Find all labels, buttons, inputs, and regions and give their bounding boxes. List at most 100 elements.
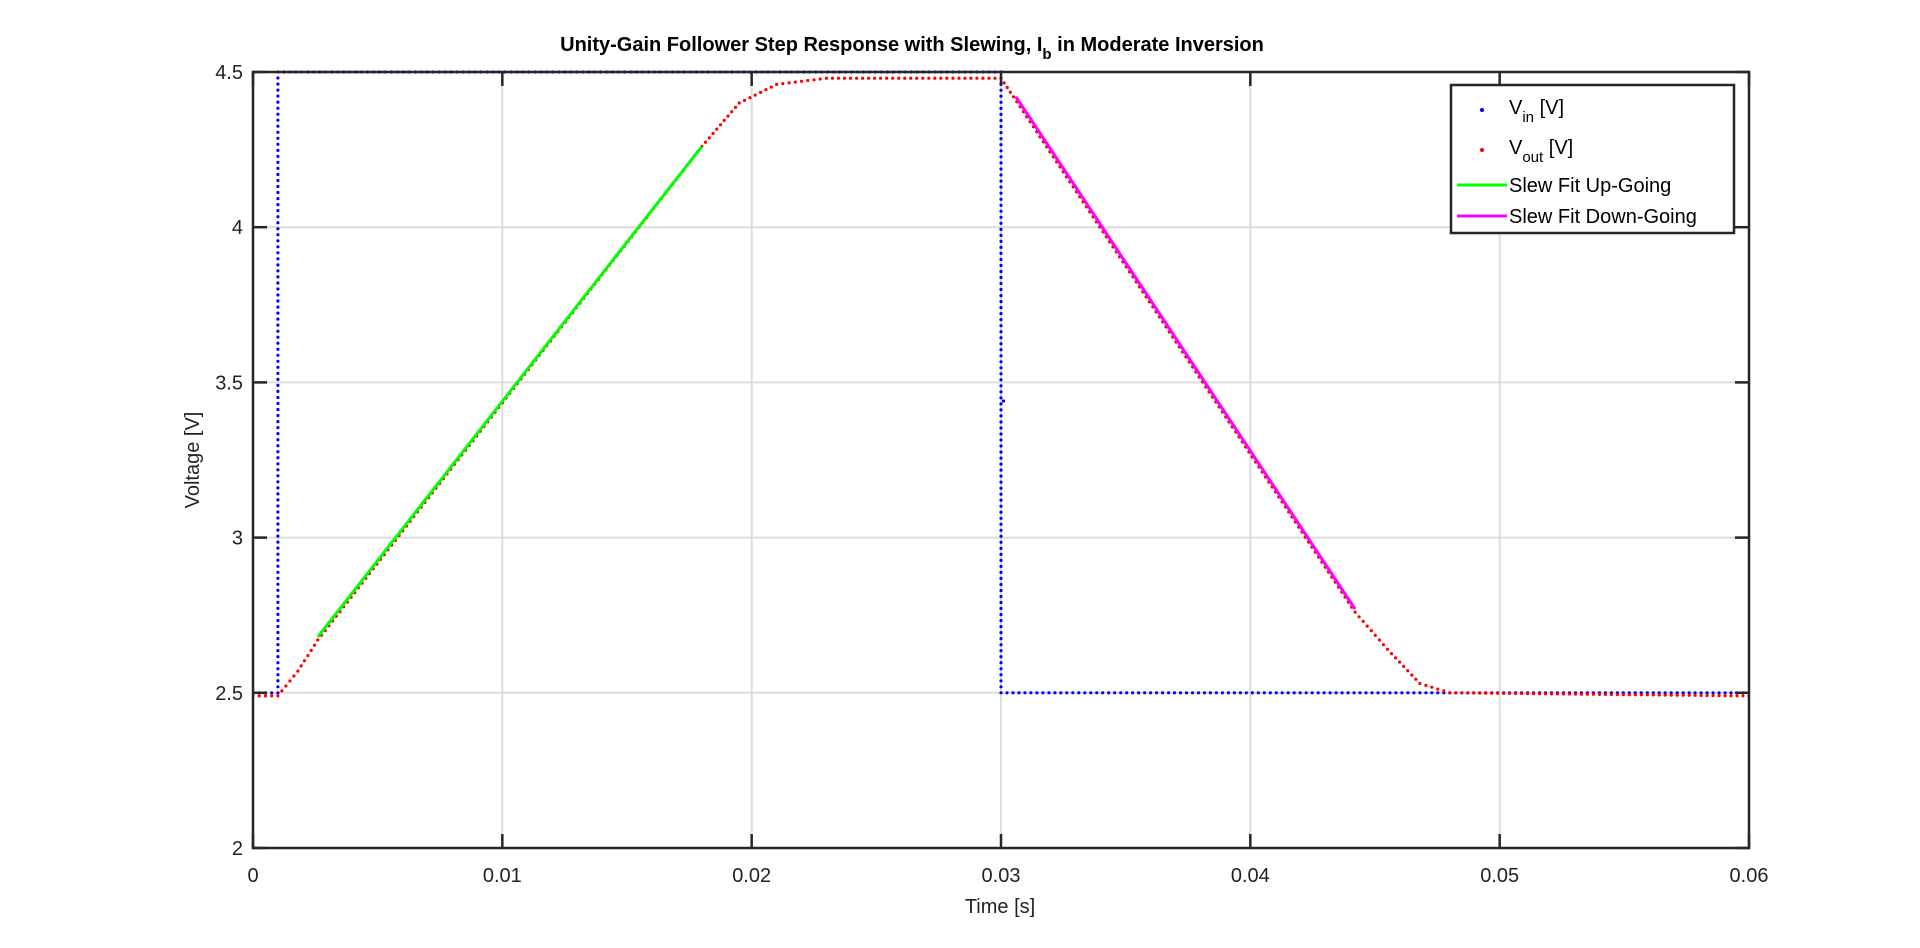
data-point (1310, 691, 1314, 695)
data-point (999, 546, 1003, 551)
data-point (939, 76, 943, 80)
data-point (999, 570, 1003, 575)
data-point (276, 432, 280, 436)
data-point (999, 348, 1003, 352)
chart-title-main: Unity-Gain Follower Step Response with S… (560, 34, 1042, 56)
data-point (276, 450, 280, 454)
data-point (276, 456, 280, 460)
data-point (1268, 691, 1272, 695)
data-point (288, 679, 292, 683)
data-point (999, 474, 1003, 478)
y-tick-label: 4 (232, 217, 243, 239)
data-point (1705, 691, 1709, 695)
data-point (276, 564, 280, 568)
data-point (276, 480, 280, 484)
x-tick-label: 0.03 (982, 865, 1021, 887)
data-point (945, 76, 949, 80)
data-point (276, 606, 280, 611)
data-point (276, 468, 280, 472)
y-tick-label: 4.5 (215, 62, 243, 84)
data-point (836, 76, 841, 80)
data-point (276, 148, 280, 152)
data-point (1369, 629, 1373, 633)
data-point (1657, 693, 1661, 697)
legend-marker (1480, 108, 1484, 112)
series-slew-fit-down-going (1014, 96, 1357, 610)
data-point (1328, 691, 1332, 695)
data-point (1232, 691, 1236, 695)
data-point (1377, 638, 1381, 642)
data-point (1669, 693, 1673, 697)
data-point (999, 408, 1003, 412)
legend-label-base: Slew Fit Down-Going (1509, 206, 1697, 228)
data-point (1508, 691, 1512, 696)
data-point (1370, 691, 1374, 695)
data-point (276, 353, 280, 357)
data-point (999, 444, 1003, 448)
data-point (1149, 691, 1153, 695)
data-point (999, 655, 1003, 659)
data-point (999, 643, 1003, 647)
data-point (1125, 691, 1129, 695)
data-point (302, 659, 307, 663)
data-point (999, 179, 1003, 183)
legend-label-base: V (1509, 97, 1523, 119)
x-tick-label: 0.05 (1480, 865, 1519, 887)
data-point (999, 269, 1003, 274)
data-point (999, 588, 1003, 593)
data-point (1382, 691, 1386, 695)
data-point (276, 420, 280, 424)
data-point (1262, 691, 1266, 695)
data-point (276, 407, 280, 412)
data-point (276, 118, 280, 122)
data-point (276, 498, 280, 502)
data-point (312, 643, 317, 647)
data-point (1190, 691, 1195, 695)
data-point (764, 88, 768, 92)
data-point (999, 155, 1003, 159)
data-point (999, 667, 1003, 671)
data-point (276, 383, 280, 387)
data-point (276, 239, 280, 243)
data-point (276, 257, 280, 261)
data-point (276, 377, 280, 381)
data-point (1430, 685, 1434, 689)
data-point (999, 661, 1003, 665)
data-point (276, 576, 280, 580)
data-point (270, 694, 274, 698)
data-point (999, 552, 1003, 557)
data-point (1011, 95, 1016, 99)
data-point (999, 287, 1003, 292)
data-point (276, 673, 280, 677)
data-point (1430, 691, 1434, 695)
data-point (1029, 691, 1033, 695)
data-point (276, 685, 280, 689)
data-point (276, 142, 280, 146)
data-point (1414, 677, 1418, 681)
data-point (1352, 691, 1356, 695)
data-point (276, 570, 280, 574)
data-point (1454, 691, 1458, 695)
data-point (276, 667, 280, 671)
data-point (999, 492, 1003, 496)
data-point (276, 624, 280, 629)
data-point (276, 426, 280, 430)
data-point (276, 203, 280, 207)
data-point (276, 76, 280, 80)
data-point (1381, 643, 1385, 647)
data-point (999, 312, 1003, 316)
data-point (1005, 85, 1009, 90)
data-point (999, 215, 1003, 219)
data-point (276, 643, 280, 647)
data-point (999, 649, 1003, 653)
data-point (993, 76, 997, 80)
data-point (1538, 692, 1542, 696)
data-point (999, 251, 1003, 255)
ticks: 0 0.01 0.02 0.03 0.04 0.05 0.06 2 2.5 3 3.5 4 4.5 (215, 62, 1768, 887)
data-point (1693, 691, 1697, 695)
legend-label-rest: [V] (1534, 97, 1564, 119)
data-point (999, 372, 1003, 376)
data-point (1364, 691, 1368, 695)
data-point (276, 401, 280, 406)
data-point (1008, 90, 1012, 94)
